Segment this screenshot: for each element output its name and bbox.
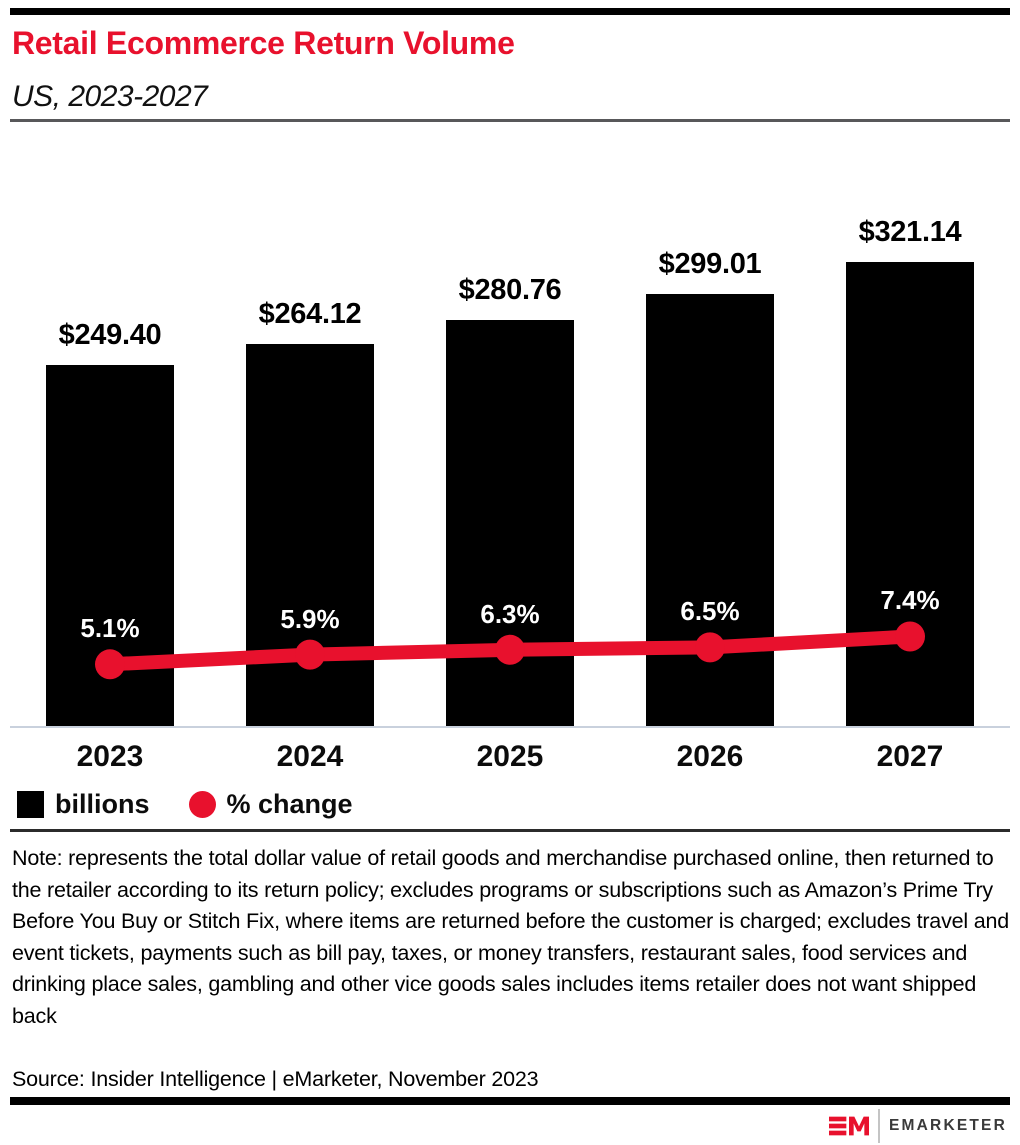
legend: billions % change [17, 789, 353, 820]
logo-wordmark: EMARKETER [889, 1117, 1007, 1134]
pct-change-label-2027: 7.4% [880, 585, 940, 616]
bar-value-label-2024: $264.12 [258, 298, 362, 330]
bar-value-label-2023: $249.40 [58, 319, 162, 351]
pct-change-label-2025: 6.3% [480, 598, 540, 629]
x-axis-line [10, 726, 1010, 728]
pct-change-label-2023: 5.1% [80, 613, 140, 644]
top-accent-bar [10, 8, 1010, 15]
bar-value-label-2027: $321.14 [858, 216, 962, 248]
year-label-2027: 2027 [876, 740, 944, 773]
source-text: Source: Insider Intelligence | eMarketer… [12, 1067, 539, 1091]
year-label-2025: 2025 [476, 740, 544, 773]
bar-2025 [446, 320, 574, 726]
emarketer-logo: EMARKETER [829, 1107, 1007, 1145]
bar-2024 [246, 344, 374, 726]
bar-2023 [46, 365, 174, 726]
legend-item-pct-change: % change [188, 789, 353, 820]
note-divider [10, 829, 1010, 832]
header-divider [10, 119, 1010, 122]
year-label-2023: 2023 [76, 740, 144, 773]
em-logo-icon [829, 1116, 870, 1136]
legend-item-billions: billions [17, 789, 150, 820]
chart-subtitle: US, 2023-2027 [12, 80, 208, 113]
billions-swatch-icon [17, 791, 44, 818]
bar-2027 [846, 262, 974, 726]
note-text: Note: represents the total dollar value … [12, 846, 1009, 1028]
pct-change-label-2024: 5.9% [280, 603, 340, 634]
legend-label-pct-change: % change [226, 789, 353, 819]
bar-value-label-2025: $280.76 [458, 274, 562, 306]
chart-title: Retail Ecommerce Return Volume [12, 25, 515, 61]
bar-2026 [646, 294, 774, 726]
pct-change-swatch-icon [188, 791, 216, 818]
pct-change-label-2026: 6.5% [680, 596, 740, 627]
legend-label-billions: billions [55, 789, 150, 819]
year-label-2026: 2026 [676, 740, 744, 773]
bottom-accent-bar [10, 1097, 1010, 1105]
logo-divider [878, 1109, 881, 1143]
year-label-2024: 2024 [276, 740, 344, 773]
bar-value-label-2026: $299.01 [658, 248, 762, 280]
